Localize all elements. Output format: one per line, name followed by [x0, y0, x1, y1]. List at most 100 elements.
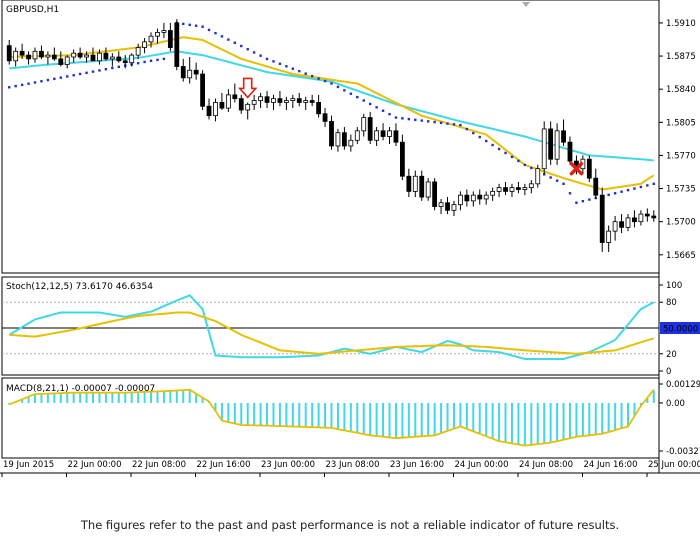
- macd-histogram-bar: [407, 402, 410, 438]
- sar-dot: [143, 60, 146, 64]
- price-tick-label: 1.5875: [666, 52, 696, 62]
- sar-dot: [484, 139, 488, 143]
- macd-histogram-bar: [485, 402, 488, 437]
- sar-dot: [530, 166, 533, 170]
- candle-body: [632, 217, 637, 223]
- candle-body: [45, 54, 51, 58]
- macd-histogram-bar: [124, 392, 127, 403]
- sar-dot: [227, 38, 230, 41]
- sar-dot: [201, 25, 204, 28]
- candle-body: [406, 175, 412, 192]
- candle-body: [561, 130, 566, 143]
- candle-body: [548, 128, 554, 160]
- candle-body: [174, 22, 180, 67]
- macd-histogram-bar: [259, 402, 262, 426]
- macd-histogram-bar: [556, 402, 559, 442]
- candle-body: [445, 202, 450, 211]
- macd-histogram-bar: [382, 402, 385, 437]
- macd-histogram-bar: [594, 402, 597, 435]
- price-tick-label: 1.5770: [666, 151, 696, 161]
- candle-body: [245, 103, 251, 111]
- candle-body: [290, 98, 296, 101]
- sar-dot: [182, 22, 185, 26]
- macd-histogram-bar: [349, 402, 352, 432]
- stoch-indicator-title: Stoch(12,12,5) 73.6170 46.6354: [6, 282, 153, 292]
- time-tick-label: 23 Jun 00:00: [261, 460, 315, 470]
- candle-body: [651, 215, 657, 219]
- sar-dot: [272, 60, 275, 63]
- sar-dot: [356, 95, 359, 99]
- level-badge-label: 50.0000: [663, 325, 698, 335]
- candle-body: [516, 187, 521, 190]
- sell-arrow-icon: [237, 77, 258, 99]
- sar-dot: [78, 72, 82, 76]
- sar-dot: [298, 69, 301, 73]
- macd-histogram-bar: [639, 402, 642, 406]
- macd-histogram-bar: [311, 402, 314, 428]
- candle-body: [638, 213, 644, 223]
- candle-body: [329, 120, 334, 147]
- stochastic-pane: 100 80 20 0 50.0000: [2, 281, 700, 377]
- sar-dot: [465, 127, 469, 131]
- candle-body: [612, 221, 618, 232]
- time-tick-label: 22 Jun 08:00: [132, 460, 186, 470]
- sar-dot: [214, 31, 217, 35]
- disclaimer-text: The figures refer to the past and past p…: [80, 518, 620, 532]
- time-tick-label: 22 Jun 00:00: [68, 460, 122, 470]
- macd-histogram-bar: [227, 402, 230, 423]
- time-tick-label: 24 Jun 16:00: [584, 460, 638, 470]
- sar-dot: [459, 123, 462, 127]
- candle-body: [412, 175, 418, 192]
- macd-histogram-bar: [40, 393, 43, 403]
- macd-histogram-bar: [111, 392, 114, 403]
- sar-dot: [607, 193, 610, 197]
- candle-body: [51, 54, 57, 60]
- sar-dot: [510, 155, 514, 159]
- candle-body: [90, 54, 96, 62]
- stoch-tick-label: 100: [666, 281, 682, 291]
- close-cross-icon: [569, 161, 584, 176]
- candle-body: [425, 181, 431, 198]
- stoch-tick-label: 0: [666, 367, 671, 377]
- price-tick-label: 1.5735: [666, 185, 696, 195]
- macd-histogram-bar: [85, 392, 88, 403]
- candle-body: [296, 98, 302, 103]
- sar-dot: [85, 71, 88, 75]
- macd-histogram-bar: [304, 402, 307, 427]
- candle-body: [84, 54, 89, 58]
- sar-dot: [581, 199, 585, 203]
- macd-histogram-bar: [46, 393, 49, 403]
- sar-dot: [555, 179, 559, 182]
- sar-dot: [291, 67, 295, 70]
- candle-body: [361, 117, 367, 132]
- candle-body: [277, 98, 283, 103]
- sar-dot: [420, 119, 423, 122]
- sar-dot: [20, 83, 24, 87]
- sar-dot: [285, 65, 288, 68]
- sar-dot: [497, 147, 501, 151]
- macd-histogram-bar: [272, 402, 275, 426]
- macd-histogram-bar: [523, 402, 526, 446]
- candle-body: [586, 158, 592, 179]
- sar-dot: [381, 109, 385, 112]
- sar-dot: [259, 54, 262, 57]
- time-tick-label: 19 Jun 2015: [3, 460, 54, 470]
- candle-body: [432, 181, 438, 207]
- macd-histogram-bar: [601, 402, 604, 434]
- candle-body: [451, 204, 457, 211]
- macd-histogram-bar: [530, 402, 533, 445]
- sar-dot: [652, 182, 655, 186]
- candle-body: [380, 130, 386, 137]
- candle-body: [58, 58, 64, 65]
- macd-histogram-bar: [324, 402, 327, 428]
- sar-dot: [246, 48, 249, 51]
- level-badge: [660, 322, 700, 334]
- candle-body: [458, 194, 463, 206]
- candle-body: [122, 60, 128, 64]
- sar-dot: [278, 62, 282, 66]
- candle-body: [483, 194, 489, 200]
- sar-dot: [407, 117, 411, 121]
- macd-histogram-bar: [182, 390, 185, 403]
- macd-pane: 0.00129 0.00 -0.00327: [8, 380, 700, 457]
